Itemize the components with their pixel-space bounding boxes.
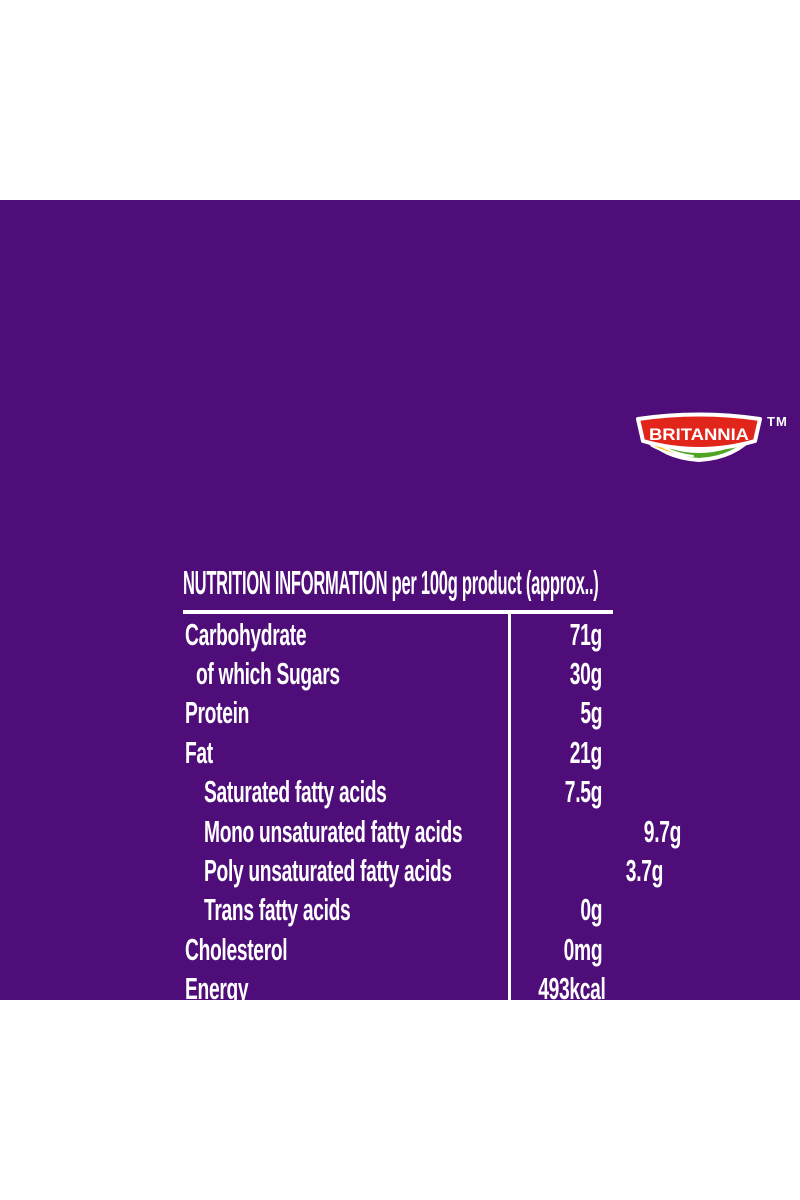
row-value: 493kcal xyxy=(538,971,606,1007)
table-row: Saturated fatty acids 7.5g xyxy=(183,773,613,812)
trademark-symbol: TM xyxy=(767,414,788,429)
nutrition-title-text: NUTRITION INFORMATION per 100g product (… xyxy=(183,564,599,601)
nutrition-panel: NUTRITION INFORMATION per 100g product (… xyxy=(183,560,681,1028)
nutrition-title: NUTRITION INFORMATION per 100g product (… xyxy=(183,560,613,610)
table-row: of which Sugars 30g xyxy=(183,654,613,693)
column-divider xyxy=(508,614,511,1028)
row-value: 0g xyxy=(580,892,602,928)
header-divider xyxy=(183,610,613,614)
table-row: Mono unsaturated fatty acids 9.7g xyxy=(183,812,681,851)
row-label: Energy xyxy=(185,971,249,1007)
table-row: Cholesterol 0mg xyxy=(183,930,613,969)
row-value: 7.5g xyxy=(564,774,603,810)
row-value: 3.7g xyxy=(626,853,664,889)
table-row: Trans fatty acids 0g xyxy=(183,891,613,930)
row-value: 30g xyxy=(569,656,603,692)
row-label: Poly unsaturated fatty acids xyxy=(204,853,452,889)
row-value: 0mg xyxy=(563,931,602,967)
row-label: Fat xyxy=(185,734,213,770)
purple-panel: BRITANNIA TM NUTRITION INFORMATION per 1… xyxy=(0,200,800,1028)
row-value: 21g xyxy=(569,734,603,770)
row-label: of which Sugars xyxy=(196,656,340,692)
row-value: 5g xyxy=(580,695,602,731)
britannia-logo-icon: BRITANNIA xyxy=(636,412,762,462)
row-label: Mono unsaturated fatty acids xyxy=(204,813,463,849)
table-row: Carbohydrate 71g xyxy=(183,615,613,654)
brand-wordmark: BRITANNIA xyxy=(649,425,749,444)
logo-red-banner-icon xyxy=(636,412,762,451)
row-label: Saturated fatty acids xyxy=(204,774,387,810)
table-row: Fat 21g xyxy=(183,733,613,772)
nutrition-table: Carbohydrate 71g of which Sugars 30g Pro… xyxy=(183,614,681,1028)
table-row: Protein 5g xyxy=(183,694,613,733)
row-label: Trans fatty acids xyxy=(204,892,351,928)
row-label: Protein xyxy=(185,695,250,731)
table-row: Poly unsaturated fatty acids 3.7g xyxy=(183,851,664,890)
row-label: Carbohydrate xyxy=(185,616,307,652)
row-value: 9.7g xyxy=(643,813,681,849)
table-row: Energy 493kcal xyxy=(183,970,613,1009)
brand-logo: BRITANNIA TM xyxy=(631,410,800,474)
row-value: 71g xyxy=(569,616,603,652)
row-label: Cholesterol xyxy=(185,931,288,967)
